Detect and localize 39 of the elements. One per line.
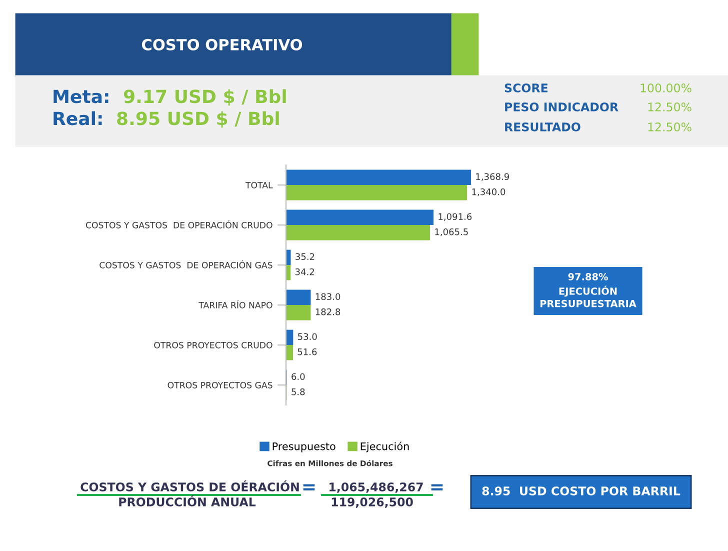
text: 9.17 USD $ / Bbl xyxy=(124,89,286,106)
text: 8.95 USD COSTO POR BARRIL xyxy=(482,486,680,496)
text: 119,026,500 xyxy=(332,497,413,508)
y-tick-label: OTROS PROYECTOS CRUDO xyxy=(154,342,272,348)
text: 97.88% EJECUCIÓN PRESUPUESTARIA xyxy=(540,273,636,308)
data-label: 35.2 xyxy=(296,253,314,260)
data-label: 6.0 xyxy=(292,373,305,380)
text: 100.00% xyxy=(640,83,692,92)
chart-title: COSTO OPERATIVO xyxy=(142,38,302,50)
data-label: 5.8 xyxy=(292,388,305,396)
y-tick-label: OTROS PROYECTOS GAS xyxy=(168,382,272,388)
text: COSTOS Y GASTOS DE OÉRACIÓN xyxy=(80,480,299,492)
text: Meta: xyxy=(54,90,108,104)
data-label: 34.2 xyxy=(295,268,314,276)
text: SCORE xyxy=(504,83,548,92)
text: PRODUCCIÓN ANUAL xyxy=(119,495,256,506)
text: PESO INDICADOR xyxy=(505,102,618,112)
text: Real: xyxy=(54,111,102,126)
text: 8.95 USD $ / Bbl xyxy=(117,111,279,128)
data-label: 1,091.6 xyxy=(438,213,472,221)
text: = xyxy=(431,484,443,490)
text: = xyxy=(303,484,315,490)
data-label: 53.0 xyxy=(298,333,317,340)
data-label: 1,065.5 xyxy=(435,228,468,236)
data-label: 1,340.0 xyxy=(472,188,506,196)
y-tick-label: COSTOS Y GASTOS DE OPERACIÓN CRUDO xyxy=(86,220,272,228)
data-label: 1,368.9 xyxy=(476,173,509,181)
data-label: 183.0 xyxy=(316,293,340,300)
text: 12.50% xyxy=(648,122,692,132)
data-label: 51.6 xyxy=(298,348,317,356)
legend-label: Ejecución xyxy=(360,442,409,452)
text: 12.50% xyxy=(648,102,692,112)
legend-label: Presupuesto xyxy=(272,442,336,452)
y-tick-label: COSTOS Y GASTOS DE OPERACIÓN GAS xyxy=(100,260,272,268)
text: RESULTADO xyxy=(505,122,580,132)
y-tick-label: TOTAL xyxy=(245,182,273,188)
text: 1,065,486,267 xyxy=(330,482,423,493)
data-label: 182.8 xyxy=(316,308,340,316)
y-tick-label: TARIFA RÍO NAPO xyxy=(198,300,272,308)
